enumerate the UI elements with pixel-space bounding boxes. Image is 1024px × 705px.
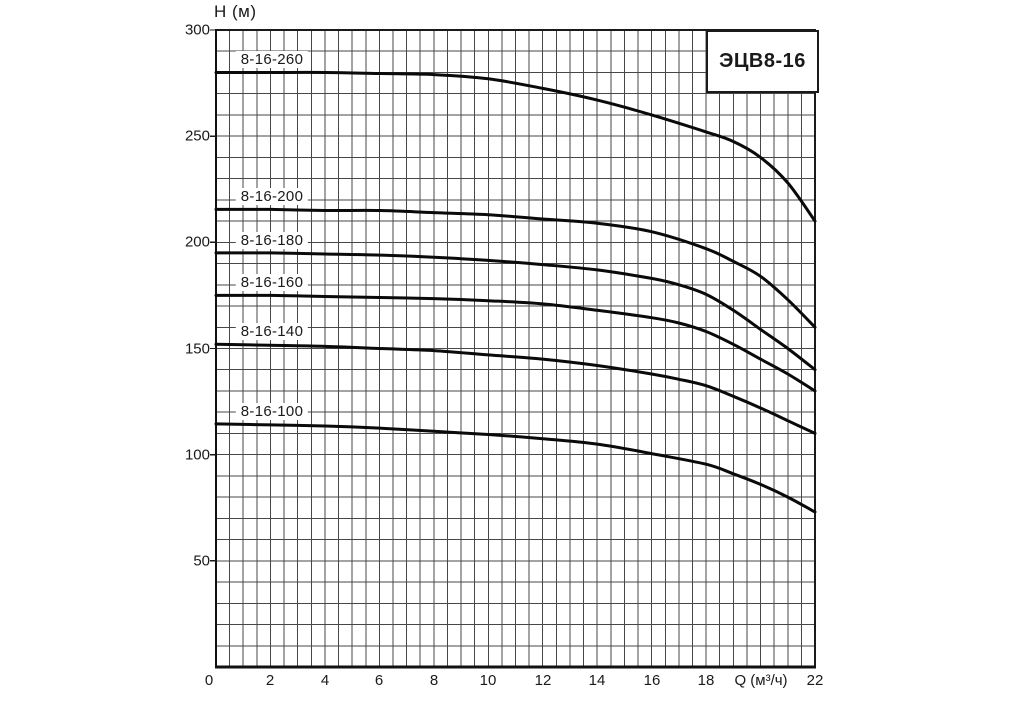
- x-axis-title: Q (м³/ч): [734, 672, 788, 689]
- curve-label-8-16-160: 8-16-160: [235, 274, 309, 291]
- curve-label-8-16-260: 8-16-260: [235, 51, 309, 68]
- x-tick-label-14: 14: [588, 672, 606, 689]
- x-tick-label-16: 16: [643, 672, 661, 689]
- y-tick-label-50: 50: [193, 552, 210, 570]
- x-tick-label-22: 22: [806, 672, 824, 689]
- curve-8-16-260: [214, 70, 817, 223]
- y-tick-marks: [210, 29, 216, 562]
- curve-label-8-16-200: 8-16-200: [235, 188, 309, 205]
- y-axis-title: H (м): [214, 2, 257, 21]
- curve-8-16-180: [214, 251, 817, 372]
- y-tick-label-150: 150: [184, 340, 210, 358]
- grid-lines: [216, 30, 815, 667]
- curve-label-8-16-140: 8-16-140: [235, 323, 309, 340]
- pump-curves: [214, 70, 817, 514]
- x-tick-label-8: 8: [429, 672, 439, 689]
- x-tick-label-0: 0: [204, 672, 214, 689]
- curve-8-16-100: [214, 422, 817, 514]
- chart-title-box: ЭЦВ8-16: [706, 30, 819, 93]
- curve-label-8-16-180: 8-16-180: [235, 232, 309, 249]
- curve-8-16-160: [214, 293, 817, 393]
- x-tick-label-18: 18: [697, 672, 715, 689]
- y-tick-label-100: 100: [184, 446, 210, 464]
- x-tick-label-10: 10: [479, 672, 497, 689]
- y-tick-label-300: 300: [184, 21, 210, 39]
- y-tick-label-200: 200: [184, 233, 210, 251]
- chart-title: ЭЦВ8-16: [719, 50, 806, 72]
- y-tick-label-250: 250: [184, 127, 210, 145]
- curve-8-16-200: [214, 207, 817, 329]
- x-tick-label-4: 4: [320, 672, 330, 689]
- x-tick-label-6: 6: [374, 672, 384, 689]
- curve-8-16-140: [214, 342, 817, 435]
- x-tick-label-2: 2: [265, 672, 275, 689]
- x-tick-label-12: 12: [534, 672, 552, 689]
- curve-label-8-16-100: 8-16-100: [235, 403, 309, 420]
